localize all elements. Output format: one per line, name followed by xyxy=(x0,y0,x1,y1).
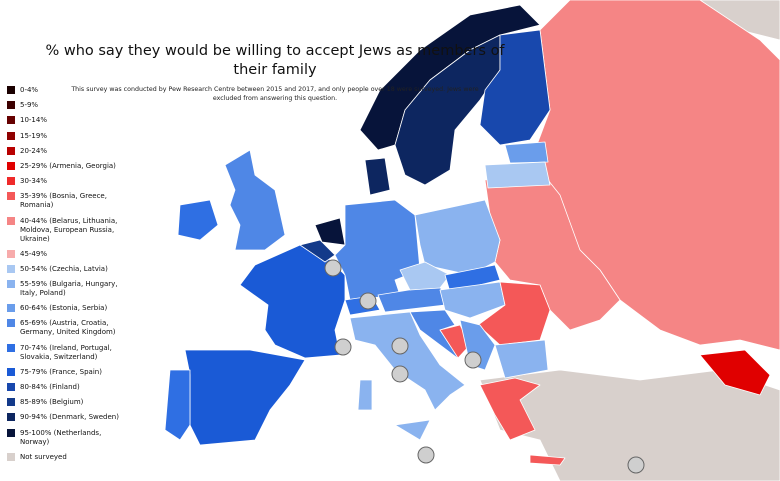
legend-item: 85-89% (Belgium) xyxy=(7,398,137,407)
legend-item: Not surveyed xyxy=(7,452,137,462)
legend-item: 0-4% xyxy=(7,86,137,95)
marker xyxy=(464,351,482,369)
legend-item: 65-69% (Austria, Croatia, Germany, Unite… xyxy=(7,319,137,337)
legend-swatch xyxy=(7,249,15,258)
legend-swatch xyxy=(7,216,15,225)
country xyxy=(439,281,506,319)
legend-item: 95-100% (Netherlands, Norway) xyxy=(7,428,137,447)
legend-item: 55-59% (Bulgaria, Hungary, Italy, Poland… xyxy=(7,280,137,298)
legend: 0-4% 5-9% 10-14% 15-19% 20-24% 25-29% (Armeni… xyxy=(7,86,137,468)
marker xyxy=(417,446,435,464)
legend-swatch xyxy=(7,280,15,289)
legend-item: 5-9% xyxy=(7,101,137,110)
country xyxy=(479,377,541,441)
legend-swatch xyxy=(7,428,15,437)
legend-item: 15-19% xyxy=(7,131,137,141)
legend-item: 45-49% xyxy=(7,249,137,259)
legend-label: 45-49% xyxy=(20,249,47,258)
legend-label: 55-59% (Bulgaria, Hungary, Italy, Poland… xyxy=(20,280,118,298)
legend-swatch xyxy=(7,319,15,328)
country xyxy=(494,339,549,379)
country xyxy=(399,261,451,291)
legend-label: 85-89% (Belgium) xyxy=(20,398,84,407)
marker xyxy=(359,292,377,310)
small-state-markers xyxy=(324,259,645,474)
legend-swatch xyxy=(7,383,15,391)
legend-label: 70-74% (Ireland, Portugal, Slovakia, Swi… xyxy=(20,343,112,361)
country xyxy=(224,149,286,251)
legend-item: 60-64% (Estonia, Serbia) xyxy=(7,304,137,313)
legend-swatch xyxy=(7,452,15,461)
marker xyxy=(334,338,352,356)
legend-swatch xyxy=(7,304,15,313)
legend-label: 50-54% (Czechia, Latvia) xyxy=(20,264,108,273)
legend-label: 10-14% xyxy=(20,116,47,125)
legend-label: Not surveyed xyxy=(20,452,67,461)
country xyxy=(184,349,306,446)
legend-label: 40-44% (Belarus, Lithuania, Moldova, Eur… xyxy=(20,216,118,243)
country xyxy=(444,264,501,293)
legend-label: 20-24% xyxy=(20,146,47,155)
marker xyxy=(391,337,409,355)
legend-item: 35-39% (Bosnia, Greece, Romania) xyxy=(7,192,137,210)
country xyxy=(364,157,391,196)
legend-label: 60-64% (Estonia, Serbia) xyxy=(20,304,108,313)
country xyxy=(699,349,771,396)
legend-swatch xyxy=(7,131,15,140)
legend-label: 35-39% (Bosnia, Greece, Romania) xyxy=(20,192,107,210)
legend-item: 40-44% (Belarus, Lithuania, Moldova, Eur… xyxy=(7,216,137,244)
marker xyxy=(391,365,409,383)
legend-item: 70-74% (Ireland, Portugal, Slovakia, Swi… xyxy=(7,343,137,362)
legend-item: 80-84% (Finland) xyxy=(7,383,137,392)
legend-label: 15-19% xyxy=(20,131,47,140)
legend-item: 50-54% (Czechia, Latvia) xyxy=(7,264,137,274)
legend-swatch xyxy=(7,86,15,94)
country xyxy=(177,199,219,241)
legend-item: 90-94% (Denmark, Sweden) xyxy=(7,413,137,422)
subtitle: This survey was conducted by Pew Researc… xyxy=(71,86,479,102)
legend-item: 30-34% xyxy=(7,177,137,186)
legend-swatch xyxy=(7,264,15,273)
legend-swatch xyxy=(7,192,15,201)
legend-label: 75-79% (France, Spain) xyxy=(20,367,102,376)
country xyxy=(357,379,373,411)
legend-item: 25-29% (Armenia, Georgia) xyxy=(7,161,137,171)
legend-label: 5-9% xyxy=(20,101,39,110)
legend-label: 95-100% (Netherlands, Norway) xyxy=(20,428,102,446)
legend-label: 65-69% (Austria, Croatia, Germany, Unite… xyxy=(20,319,116,337)
legend-swatch xyxy=(7,146,15,155)
legend-swatch xyxy=(7,116,15,125)
legend-swatch xyxy=(7,101,15,110)
legend-swatch xyxy=(7,161,15,170)
legend-item: 20-24% xyxy=(7,146,137,156)
legend-swatch xyxy=(7,413,15,422)
legend-label: 30-34% xyxy=(20,177,47,186)
country xyxy=(484,161,551,189)
country xyxy=(504,141,549,164)
legend-item: 75-79% (France, Spain) xyxy=(7,367,137,377)
legend-swatch xyxy=(7,177,15,186)
legend-item: 10-14% xyxy=(7,116,137,125)
marker xyxy=(324,259,342,277)
legend-label: 90-94% (Denmark, Sweden) xyxy=(20,413,119,422)
legend-swatch xyxy=(7,367,15,376)
title: % who say they would be willing to accep… xyxy=(45,43,505,78)
country xyxy=(529,454,566,466)
legend-label: 80-84% (Finland) xyxy=(20,383,80,391)
country xyxy=(349,311,466,411)
legend-swatch xyxy=(7,398,15,407)
country xyxy=(394,419,431,441)
marker xyxy=(627,456,645,474)
legend-label: 25-29% (Armenia, Georgia) xyxy=(20,161,116,170)
legend-swatch xyxy=(7,343,15,352)
country xyxy=(479,29,551,146)
legend-label: 0-4% xyxy=(20,86,39,94)
country xyxy=(164,369,191,441)
